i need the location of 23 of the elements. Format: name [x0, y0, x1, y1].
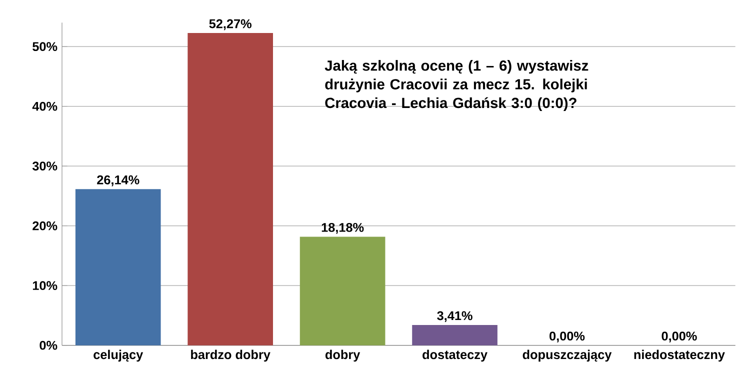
- x-tick-label: dobry: [325, 350, 360, 362]
- data-label: 0,00%: [662, 332, 697, 342]
- x-tick-label: bardzo dobry: [191, 350, 270, 362]
- y-tick-label: 30%: [32, 162, 58, 171]
- bar: [75, 189, 161, 346]
- bar: [300, 236, 386, 346]
- x-tick-label: dopuszczający: [522, 350, 612, 362]
- bar: [412, 324, 498, 346]
- data-label: 26,14%: [97, 175, 140, 186]
- text: Jaką szkolną ocenę (1 – 6) wystawisz drużynie Cracovii za mecz 15. kolejki Cracovia - Lechia Gdańsk 3:0 (0:0)?: [324, 60, 588, 112]
- x-tick-label: dostateczy: [422, 350, 488, 362]
- data-label: 18,18%: [322, 222, 364, 234]
- y-tick-label: 0%: [40, 340, 58, 350]
- data-label: 52,27%: [209, 19, 252, 30]
- x-tick-label: niedostateczny: [634, 350, 725, 362]
- y-tick-label: 50%: [32, 42, 58, 52]
- y-tick-label: 10%: [32, 281, 58, 290]
- bar: [188, 33, 273, 346]
- x-tick-label: celujący: [94, 350, 144, 362]
- data-label: 0,00%: [550, 332, 585, 342]
- y-tick-label: 40%: [32, 102, 58, 111]
- data-label: 3,41%: [437, 311, 472, 322]
- y-tick-label: 20%: [32, 221, 58, 230]
